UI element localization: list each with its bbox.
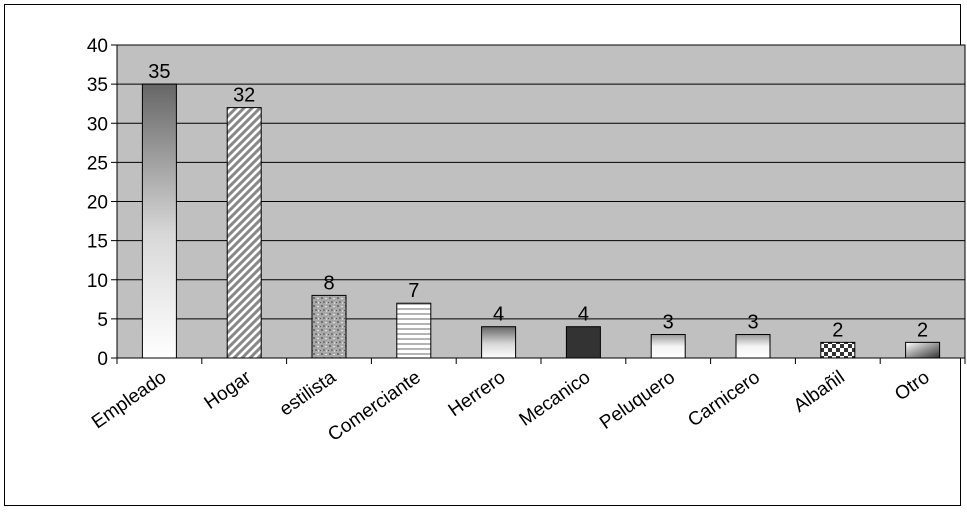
y-tick-label: 35 — [87, 75, 108, 96]
x-tick-label: Empleado — [88, 367, 170, 433]
y-tick-label: 30 — [87, 114, 108, 135]
y-tick-label: 0 — [97, 349, 108, 370]
bar-mecanico — [565, 326, 601, 359]
bar-carnicero — [735, 334, 771, 359]
x-tick-label: Carnicero — [684, 367, 764, 431]
bar-herrero — [481, 326, 517, 359]
data-label: 2 — [832, 319, 843, 341]
y-tick-label: 25 — [87, 153, 108, 174]
bar-otro — [905, 341, 941, 359]
data-label: 32 — [233, 85, 255, 107]
y-tick-label: 5 — [97, 310, 108, 331]
data-label: 4 — [578, 304, 589, 326]
y-tick-label: 20 — [87, 193, 108, 214]
bar-empleado — [141, 83, 177, 359]
bar-hogar — [226, 107, 262, 359]
x-tick-label: Hogar — [201, 367, 256, 414]
bar-peluquero — [650, 334, 686, 359]
data-label: 3 — [747, 312, 758, 334]
x-tick-label: Peluquero — [596, 367, 679, 434]
x-tick-label: Herrero — [445, 367, 510, 421]
data-label: 35 — [148, 61, 170, 83]
x-tick-label: Otro — [891, 367, 933, 405]
bar-comerciante — [396, 302, 432, 359]
x-tick-label: estilista — [276, 367, 340, 421]
data-label: 4 — [493, 304, 504, 326]
data-label: 3 — [663, 312, 674, 334]
x-tick-label: Albañil — [790, 367, 849, 417]
x-tick-label: Comerciante — [324, 367, 424, 446]
bar-estilista — [311, 294, 347, 359]
y-tick-label: 15 — [87, 232, 108, 253]
bar-albañil — [820, 341, 856, 359]
data-label: 7 — [408, 280, 419, 302]
bars — [141, 83, 941, 359]
x-tick-label: Mecanico — [516, 367, 595, 431]
y-tick-label: 40 — [87, 36, 108, 57]
y-tick-label: 10 — [87, 271, 108, 292]
data-label: 2 — [917, 319, 928, 341]
data-label: 8 — [323, 272, 334, 294]
y-tick-labels: 0 5 10 15 20 25 30 35 40 — [87, 36, 108, 370]
